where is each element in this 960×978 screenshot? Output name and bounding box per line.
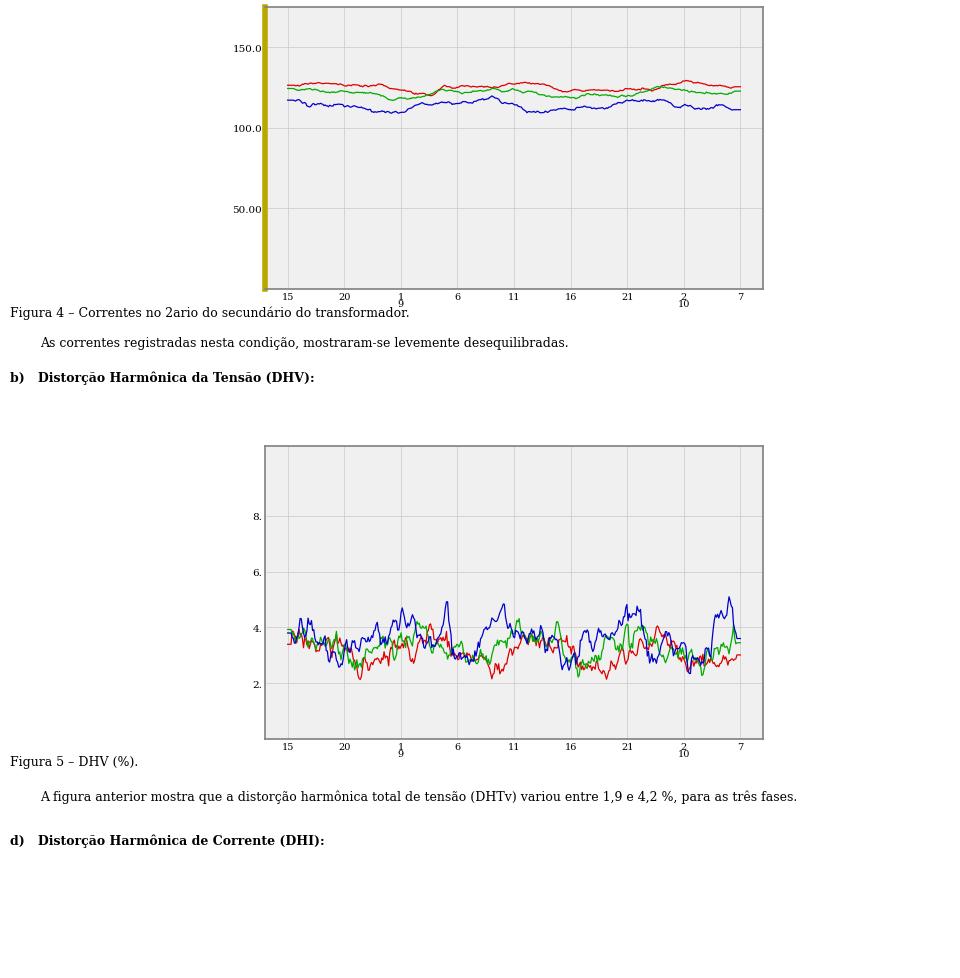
- Text: d)   Distorção Harmônica de Corrente (DHI):: d) Distorção Harmônica de Corrente (DHI)…: [10, 834, 324, 848]
- Text: A figura anterior mostra que a distorção harmônica total de tensão (DHTv) variou: A figura anterior mostra que a distorção…: [40, 789, 797, 803]
- Text: Figura 5 – DHV (%).: Figura 5 – DHV (%).: [10, 755, 138, 768]
- Text: As correntes registradas nesta condição, mostraram-se levemente desequilibradas.: As correntes registradas nesta condição,…: [40, 336, 568, 350]
- Text: b)   Distorção Harmônica da Tensão (DHV):: b) Distorção Harmônica da Tensão (DHV):: [10, 372, 315, 385]
- Text: Figura 4 – Correntes no 2ario do secundário do transformador.: Figura 4 – Correntes no 2ario do secundá…: [10, 306, 410, 319]
